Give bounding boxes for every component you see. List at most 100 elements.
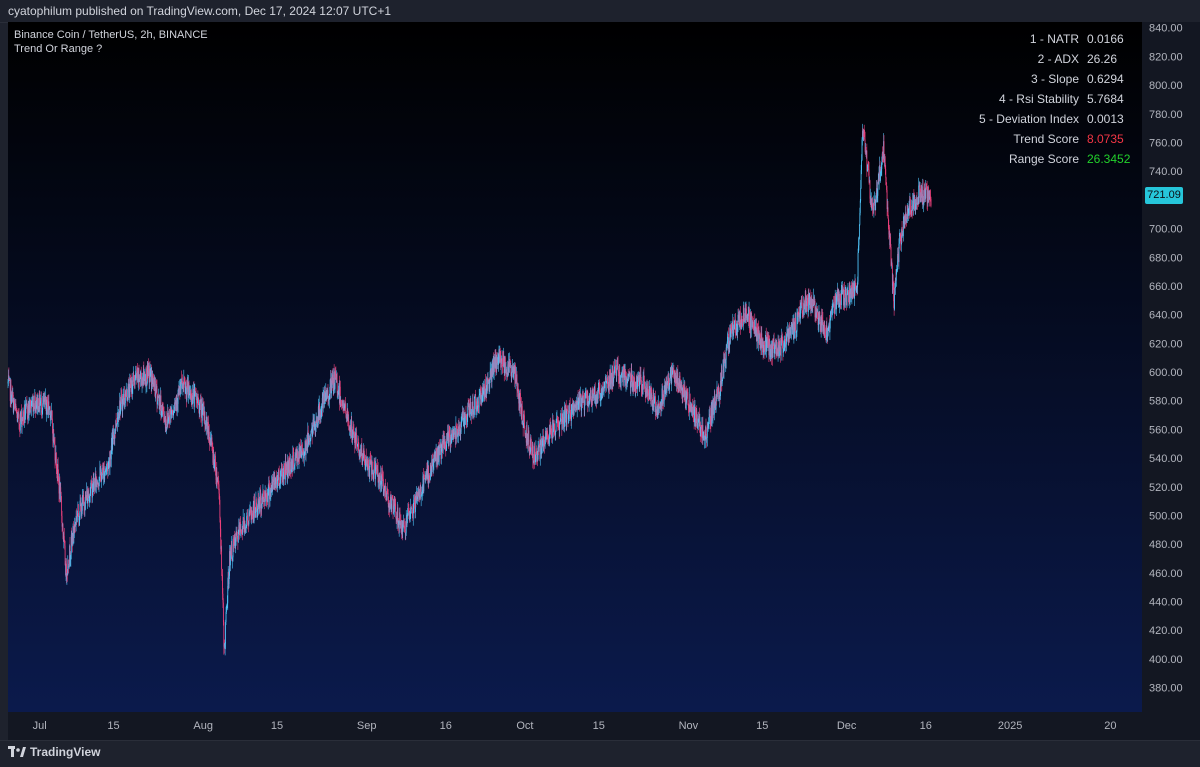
candle-down bbox=[544, 443, 546, 447]
time-axis[interactable]: Jul 15 Aug 15 Sep 16 Oct 15 Nov 15 Dec 16 2025 20 bbox=[33, 720, 1117, 732]
candle-down bbox=[552, 419, 554, 432]
candle-up bbox=[84, 494, 86, 510]
candle-down bbox=[622, 369, 624, 372]
candle-down bbox=[536, 453, 538, 462]
candle-up bbox=[370, 460, 372, 465]
candle-up bbox=[672, 370, 674, 371]
symbol-label[interactable]: Binance Coin / TetherUS, 2h, BINANCE bbox=[14, 29, 208, 41]
candle-up bbox=[782, 349, 784, 353]
candle-up bbox=[381, 473, 383, 482]
candle-down bbox=[134, 383, 135, 385]
candle-up bbox=[342, 400, 343, 406]
candle-up bbox=[464, 417, 466, 428]
candle-up bbox=[367, 464, 369, 470]
candle-up bbox=[898, 243, 900, 263]
candle-up bbox=[829, 318, 831, 321]
candle-down bbox=[454, 432, 455, 434]
candle-down bbox=[372, 473, 374, 479]
candle-up bbox=[514, 367, 516, 381]
candle-up bbox=[837, 289, 838, 294]
candle-up bbox=[923, 202, 924, 204]
candle-up bbox=[637, 380, 638, 390]
candle-up bbox=[703, 434, 705, 436]
candle-down bbox=[701, 437, 703, 438]
candle-down bbox=[554, 429, 556, 435]
candle-up bbox=[255, 511, 256, 514]
candle-down bbox=[417, 495, 419, 497]
candle-up bbox=[600, 400, 601, 401]
candle-down bbox=[307, 430, 309, 445]
candle-down bbox=[443, 438, 444, 443]
candle-up bbox=[918, 185, 920, 205]
indicator-label[interactable]: Trend Or Range ? bbox=[14, 43, 103, 55]
candle-up bbox=[640, 374, 641, 378]
candle-up bbox=[694, 408, 695, 423]
candle-up bbox=[326, 397, 328, 400]
y-tick-label: 640.00 bbox=[1149, 310, 1183, 322]
candle-down bbox=[550, 426, 552, 432]
candle-down bbox=[852, 286, 854, 293]
candle-up bbox=[389, 496, 391, 506]
candle-up bbox=[678, 381, 680, 386]
candle-down bbox=[662, 393, 664, 399]
candle-up bbox=[300, 451, 302, 457]
candle-up bbox=[901, 229, 902, 245]
candle-down bbox=[377, 465, 379, 470]
candle-up bbox=[159, 402, 161, 410]
candle-up bbox=[27, 402, 29, 419]
candle-up bbox=[440, 444, 442, 459]
candle-down bbox=[517, 390, 518, 391]
candle-down bbox=[529, 447, 531, 453]
candle-up bbox=[179, 386, 180, 389]
candle-up bbox=[925, 187, 927, 199]
candle-up bbox=[807, 294, 809, 312]
candle-up bbox=[875, 195, 877, 200]
candle-up bbox=[106, 467, 107, 470]
candle-up bbox=[720, 370, 722, 384]
candle-down bbox=[712, 403, 713, 416]
candle-down bbox=[863, 129, 865, 137]
candle-down bbox=[218, 484, 220, 494]
candle-down bbox=[261, 504, 263, 509]
candle-up bbox=[405, 532, 407, 535]
candle-up bbox=[650, 387, 652, 400]
candle-up bbox=[915, 204, 917, 205]
candle-up bbox=[763, 351, 764, 353]
candle-down bbox=[142, 377, 144, 384]
candle-down bbox=[223, 622, 225, 647]
candle-down bbox=[782, 339, 783, 343]
candle-down bbox=[879, 164, 881, 181]
candle-down bbox=[591, 399, 593, 406]
candle-up bbox=[784, 342, 786, 344]
candle-up bbox=[277, 475, 279, 480]
candle-up bbox=[256, 510, 258, 513]
candle-down bbox=[395, 503, 397, 513]
tradingview-brand[interactable]: TradingView bbox=[8, 745, 100, 759]
candle-down bbox=[293, 455, 295, 471]
candle-up bbox=[269, 490, 271, 500]
candle-up bbox=[407, 509, 409, 515]
candle-down bbox=[615, 366, 616, 368]
candle-up bbox=[177, 390, 179, 404]
candle-down bbox=[211, 446, 213, 447]
candle-down bbox=[917, 202, 919, 205]
candle-down bbox=[420, 489, 422, 500]
candle-down bbox=[887, 207, 889, 219]
candle-up bbox=[866, 150, 867, 155]
price-axis[interactable]: 840.00820.00800.00780.00760.00740.00720.… bbox=[1149, 23, 1183, 695]
candle-down bbox=[515, 367, 517, 379]
candle-up bbox=[433, 459, 435, 463]
candle-down bbox=[607, 384, 609, 389]
candle-up bbox=[875, 199, 877, 211]
candle-up bbox=[89, 493, 91, 496]
candle-up bbox=[657, 410, 659, 414]
candle-up bbox=[147, 365, 149, 373]
candle-down bbox=[252, 514, 254, 517]
metric-row: Trend Score 8.0735 bbox=[940, 130, 1136, 150]
candle-up bbox=[504, 362, 506, 373]
candle-up bbox=[141, 379, 143, 386]
candle-up bbox=[671, 367, 673, 383]
candle-up bbox=[786, 328, 788, 335]
candle-up bbox=[614, 366, 615, 372]
candlestick-chart[interactable]: 840.00820.00800.00780.00760.00740.00720.… bbox=[0, 22, 1200, 740]
